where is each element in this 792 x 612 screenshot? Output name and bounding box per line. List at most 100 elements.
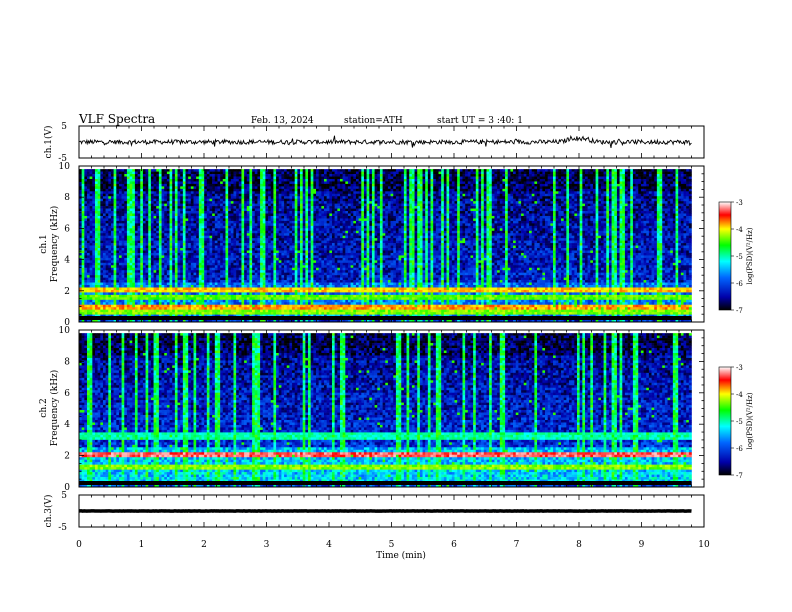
spectrogram-cell [425, 169, 429, 172]
spectrogram-cell [116, 203, 120, 207]
spectrogram-cell [486, 181, 490, 185]
spectrogram-cell [126, 198, 130, 202]
spectrogram-cell [289, 178, 293, 182]
spectrogram-cell [486, 186, 490, 190]
spectrogram-cell [121, 208, 125, 212]
spectrogram-cell [145, 220, 149, 224]
spectrogram-cell [425, 191, 429, 195]
spectrogram-cell [268, 198, 272, 202]
spectrogram-cell [198, 183, 202, 187]
spectrogram-cell [342, 176, 346, 180]
spectrogram-cell [630, 213, 634, 217]
spectrogram-cell [443, 169, 447, 172]
spectrogram-cell [422, 193, 426, 197]
spectrogram-cell [401, 203, 405, 207]
spectrogram-cell [89, 208, 93, 212]
spectrogram-cell [236, 176, 240, 180]
spectrogram-cell [648, 206, 652, 209]
spectrogram-cell [214, 186, 218, 190]
spectrogram-cell [249, 211, 253, 214]
spectrogram-cell [398, 201, 402, 204]
spectrogram-cell [324, 186, 327, 190]
spectrogram-cell [292, 215, 295, 219]
spectrogram-cell [105, 176, 109, 180]
spectrogram-cell [648, 215, 652, 219]
spectrogram-cell [545, 171, 548, 175]
spectrogram-cell [190, 188, 194, 192]
spectrogram-cell [177, 206, 181, 209]
spectrogram-cell [486, 201, 490, 204]
spectrogram-cell [481, 211, 485, 214]
spectrogram-cell [467, 191, 471, 195]
spectrogram-cell [214, 174, 218, 177]
spectrogram-cell [81, 208, 85, 212]
spectrogram-cell [148, 208, 152, 212]
spectrogram-cell [204, 203, 208, 207]
spectrogram-cell [521, 181, 525, 185]
spectrogram-cell [662, 213, 666, 217]
spectrogram-cell [236, 186, 240, 190]
spectrogram-cell [523, 198, 527, 202]
spectrogram-cell [635, 196, 639, 200]
spectrogram-cell [297, 213, 301, 217]
spectrogram-cell [473, 215, 477, 219]
spectrogram-cell [462, 201, 466, 204]
spectrogram-cell [494, 208, 498, 212]
spectrogram-cell [675, 218, 679, 222]
spectrogram-cell [118, 183, 122, 187]
spectrogram-cell [449, 198, 453, 202]
spectrogram-cell [132, 208, 136, 212]
spectrogram-cell [254, 174, 258, 177]
spectrogram-cell [545, 215, 548, 219]
spectrogram-cell [193, 203, 197, 207]
spectrogram-cell [590, 206, 594, 209]
spectrogram-cell [443, 193, 447, 197]
spectrogram-cell [180, 213, 184, 217]
spectrogram-cell [118, 176, 122, 180]
spectrogram-cell [100, 198, 104, 202]
spectrogram-cell [398, 196, 402, 200]
spectrogram-cell [550, 198, 554, 202]
spectrogram-cell [92, 186, 96, 190]
spectrogram-cell [313, 183, 317, 187]
spectrogram-cell [534, 193, 538, 197]
spectrogram-cell [523, 215, 527, 219]
spectrogram-cell [683, 211, 687, 214]
spectrogram-cell [491, 213, 495, 217]
spectrogram-cell [134, 183, 138, 187]
spectrogram-cell [545, 174, 548, 177]
spectrogram-cell [467, 181, 471, 185]
spectrogram-cell [97, 174, 101, 177]
spectrogram-cell [289, 181, 293, 185]
spectrogram-cell [294, 186, 298, 190]
spectrogram-cell [483, 169, 487, 172]
spectrogram-cell [174, 181, 178, 185]
spectrogram-cell [150, 218, 154, 222]
spectrogram-cell [632, 181, 636, 185]
spectrogram-cell [225, 181, 229, 185]
spectrogram-cell [590, 211, 594, 214]
spectrogram-cell [174, 191, 178, 195]
spectrogram-cell [347, 198, 351, 202]
spectrogram-cell [505, 178, 509, 182]
spectrogram-cell [379, 171, 383, 175]
spectrogram-cell [166, 183, 170, 187]
spectrogram-cell [289, 191, 293, 195]
spectrogram-cell [403, 186, 407, 190]
spectrogram-cell [241, 213, 245, 217]
spectrogram-cell [246, 211, 250, 214]
spectrogram-cell [308, 211, 311, 214]
spectrogram-cell [603, 201, 607, 204]
spectrogram-cell [174, 198, 178, 202]
spectrogram-cell [97, 208, 101, 212]
spectrogram-cell [419, 181, 423, 185]
spectrogram-cell [446, 176, 450, 180]
spectrogram-cell [161, 181, 165, 185]
spectrogram-cell [118, 188, 122, 192]
spectrogram-cell [100, 178, 104, 182]
spectrogram-cell [499, 169, 503, 172]
spectrogram-cell [297, 181, 301, 185]
spectrogram-cell [134, 174, 138, 177]
spectrogram-cell [276, 174, 280, 177]
spectrogram-cell [563, 196, 567, 200]
